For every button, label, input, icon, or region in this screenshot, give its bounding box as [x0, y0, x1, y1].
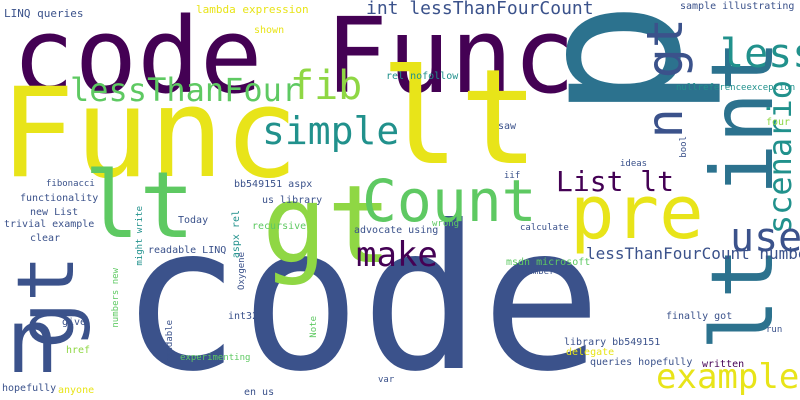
word-new-list: new List — [30, 207, 79, 218]
word-pre: pre — [570, 170, 704, 256]
word-us-library: us library — [262, 195, 323, 206]
word-var: var — [378, 375, 395, 385]
word-queries-hopefully: queries hopefully — [590, 357, 693, 368]
word-might-write: might write — [135, 206, 145, 266]
word-hopefully: hopefully — [2, 383, 57, 394]
word-readable: readable — [165, 320, 175, 364]
word-aspx-rel: aspx rel — [231, 210, 242, 259]
word-rel-nofollow: rel nofollow — [386, 71, 459, 82]
word-lessthanfourcount-numbers: lessThanFourCount numbers — [586, 244, 800, 263]
word-int32: int32 — [228, 311, 259, 322]
word-href: href — [66, 345, 91, 356]
word-example: example — [656, 357, 800, 397]
word-linq-queries: LINQ queries — [4, 7, 84, 20]
word-code-large: code — [120, 183, 602, 400]
word-code-func: code Func — [12, 0, 576, 117]
word-ideas: ideas — [620, 159, 648, 169]
word-advocate-using: advocate using — [354, 225, 439, 236]
word-four: four — [766, 117, 791, 128]
word-wrong: wrong — [432, 219, 460, 229]
word-count: Count — [362, 167, 537, 235]
word-finally-got: finally got — [666, 311, 733, 322]
word-number: number — [522, 267, 555, 277]
word-numbers-new: numbers new — [111, 268, 121, 328]
word-lessthanfour: lessThanFour — [70, 71, 302, 109]
word-iif: iif — [504, 171, 521, 181]
word-shown: shown — [254, 25, 285, 36]
word-recursive: recursive — [252, 221, 307, 232]
word-delegate: delegate — [566, 347, 615, 358]
word-en-us: en us — [244, 387, 275, 398]
word-readable-linq: readable LINQ — [148, 245, 227, 256]
word-sample-illustrating: sample illustrating — [680, 1, 795, 12]
word-list-lt: List lt — [556, 165, 675, 198]
word-lambda-expression: lambda expression — [196, 3, 309, 16]
word-written: written — [702, 359, 745, 370]
word-library-bb549151: library bb549151 — [564, 337, 661, 348]
word-bool: bool — [679, 136, 689, 158]
word-functionality: functionality — [20, 193, 99, 204]
word-int-lessthanfourcount: int lessThanFourCount — [366, 0, 594, 19]
word-func: Func — [0, 62, 299, 206]
word-clear: clear — [30, 233, 61, 244]
word-scenario: scenario — [761, 80, 799, 235]
word-msdn-microsoft: msdn microsoft — [506, 257, 591, 268]
word-oxygene: Oxygene — [237, 252, 247, 290]
word-make: make — [356, 235, 438, 275]
word-n: n — [6, 290, 59, 393]
word-fib: fib — [290, 63, 363, 109]
word-nullreferenceexception: nullreferenceexception — [676, 83, 796, 93]
word-n-gt: n gt — [636, 18, 694, 139]
word-use: use — [730, 215, 800, 261]
word-give: give — [62, 317, 87, 328]
word-gt-green: gt — [262, 163, 393, 288]
word-trivial-example: trivial example — [4, 219, 95, 230]
word-run: run — [766, 325, 783, 335]
word-saw: saw — [498, 121, 517, 132]
word-simple: simple — [262, 109, 400, 153]
word-lt-yellow: lt — [380, 41, 539, 195]
word-bb549151-aspx: bb549151 aspx — [234, 179, 313, 190]
word-less: less — [720, 31, 800, 77]
word-fibonacci: fibonacci — [46, 179, 95, 189]
word-note: Note — [309, 316, 319, 338]
word-today: Today — [178, 215, 209, 226]
word-lt-green: lt — [84, 152, 195, 259]
word-anyone: anyone — [58, 385, 95, 396]
word-calculate: calculate — [520, 223, 569, 233]
word-experimenting: experimenting — [180, 353, 251, 363]
